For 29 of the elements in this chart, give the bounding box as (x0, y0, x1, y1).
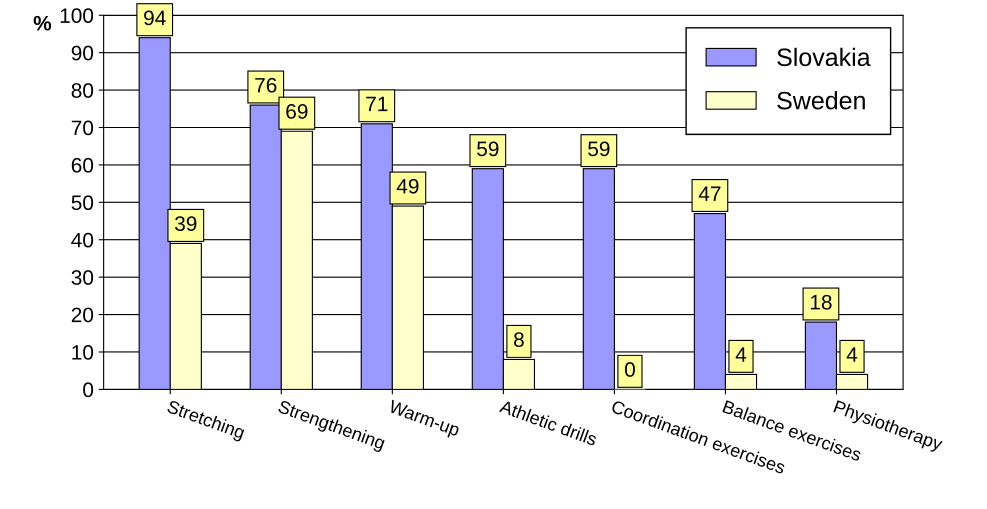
y-tick-label: 50 (72, 195, 94, 210)
data-label: 8 (514, 332, 524, 348)
data-label: 71 (366, 96, 388, 112)
y-tick-label: 60 (72, 158, 94, 173)
data-label: 47 (698, 186, 720, 201)
data-label: 0 (624, 362, 635, 377)
data-label: 49 (396, 178, 418, 194)
data-label: 94 (144, 10, 166, 26)
data-label: 39 (175, 216, 196, 232)
data-label: 76 (255, 78, 276, 93)
legend-label: Sweden (777, 91, 865, 110)
y-tick-label: 100 (60, 8, 94, 24)
data-label: 59 (477, 141, 498, 156)
data-label: 4 (736, 347, 746, 362)
data-label: 4 (846, 347, 858, 362)
data-label: 18 (810, 294, 832, 310)
y-tick-label: 40 (71, 232, 94, 248)
data-label: 59 (588, 141, 610, 156)
y-tick-label: 10 (72, 344, 94, 360)
legend-label: Slovakia (777, 48, 871, 66)
y-tick-label: 90 (72, 46, 94, 60)
y-tick-label: 80 (72, 83, 94, 98)
y-tick-label: 70 (72, 120, 94, 136)
data-label: 69 (286, 104, 308, 119)
y-tick-label: 30 (72, 270, 94, 285)
y-tick-label: 20 (72, 308, 94, 322)
y-axis-title: % (34, 16, 52, 31)
x-tick-label: Athletic drills (498, 399, 598, 446)
y-tick-label: 0 (83, 382, 94, 398)
